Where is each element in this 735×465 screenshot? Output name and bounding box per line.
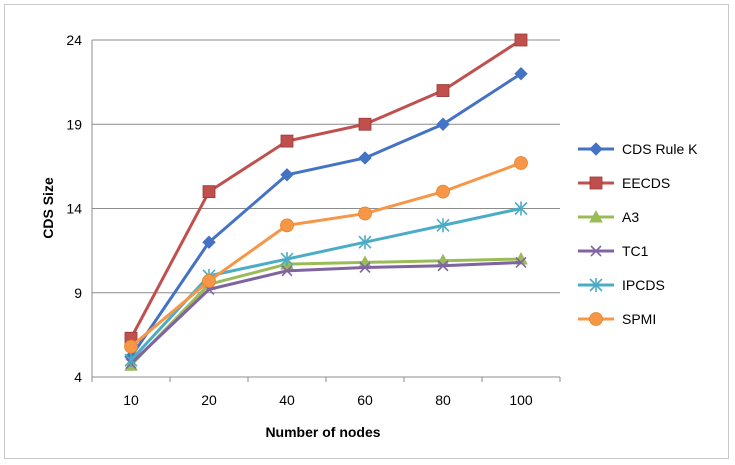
legend-label: CDS Rule K	[622, 141, 698, 157]
y-tick-label: 19	[66, 116, 82, 132]
legend: CDS Rule K EECDS A3 TC1 IPCDS SPMI	[578, 141, 698, 327]
legend-marker	[589, 142, 603, 156]
x-tick-label: 100	[509, 392, 533, 408]
series-tc1	[125, 256, 527, 370]
series-spmi	[124, 156, 528, 354]
data-point	[437, 260, 449, 272]
legend-label: TC1	[622, 243, 649, 259]
gridlines	[92, 39, 560, 294]
data-point	[358, 206, 372, 221]
data-point	[436, 218, 450, 233]
data-point	[358, 235, 372, 250]
legend-marker	[589, 176, 603, 190]
series-line	[129, 38, 522, 339]
data-point	[202, 274, 216, 288]
data-point	[281, 265, 293, 277]
data-point	[514, 201, 528, 216]
legend-entry: A3	[578, 209, 639, 225]
series-line	[129, 257, 522, 367]
legend-label: A3	[622, 209, 639, 225]
series-line	[129, 260, 522, 365]
data-point	[515, 256, 527, 268]
x-tick-label: 10	[123, 392, 139, 408]
legend-label: IPCDS	[622, 277, 665, 293]
x-tick-label: 20	[201, 392, 217, 408]
legend-entry: IPCDS	[578, 277, 665, 293]
data-point	[514, 156, 528, 170]
data-point	[280, 252, 294, 267]
x-axis-title: Number of nodes	[265, 424, 380, 440]
data-point	[124, 339, 138, 354]
data-point	[202, 235, 216, 249]
data-point	[359, 261, 371, 274]
legend-label: SPMI	[622, 311, 656, 327]
data-point	[514, 66, 528, 81]
y-tick-label: 24	[66, 32, 82, 48]
series-line	[129, 72, 522, 358]
legend-entry: CDS Rule K	[578, 141, 698, 157]
data-point	[280, 134, 294, 148]
x-tick-label: 80	[435, 392, 451, 408]
data-point	[514, 33, 528, 47]
chart-frame	[4, 4, 729, 459]
data-point	[436, 84, 450, 97]
data-point	[202, 185, 216, 199]
legend-marker	[589, 209, 603, 223]
legend-marker	[589, 278, 603, 292]
x-tick-label: 40	[279, 392, 295, 408]
data-point	[358, 117, 372, 131]
series-line	[129, 207, 522, 362]
series-cds-rule-k	[124, 66, 528, 364]
legend-entry: SPMI	[578, 311, 656, 327]
legend-entry: TC1	[578, 243, 649, 259]
y-tick-label: 4	[74, 369, 82, 385]
axes	[91, 40, 561, 382]
data-point	[436, 184, 450, 199]
series-lines	[124, 33, 528, 371]
y-axis-title: CDS Size	[40, 177, 56, 239]
x-tick-label: 60	[357, 392, 373, 408]
y-tick-label: 14	[66, 201, 82, 217]
series-eecds	[124, 33, 528, 345]
data-point	[436, 117, 450, 131]
legend-marker	[589, 312, 603, 326]
legend-label: EECDS	[622, 175, 670, 191]
series-ipcds	[124, 201, 528, 368]
legend-entry: EECDS	[578, 175, 670, 191]
data-point	[124, 353, 138, 368]
legend-marker	[590, 245, 602, 257]
tick-labels: 4 9 14 19 24 10 20 40 60 80 100	[66, 32, 532, 408]
data-point	[280, 168, 294, 182]
data-point	[280, 218, 294, 233]
data-point	[358, 151, 372, 165]
y-tick-label: 9	[74, 285, 82, 301]
series-line	[130, 161, 522, 348]
